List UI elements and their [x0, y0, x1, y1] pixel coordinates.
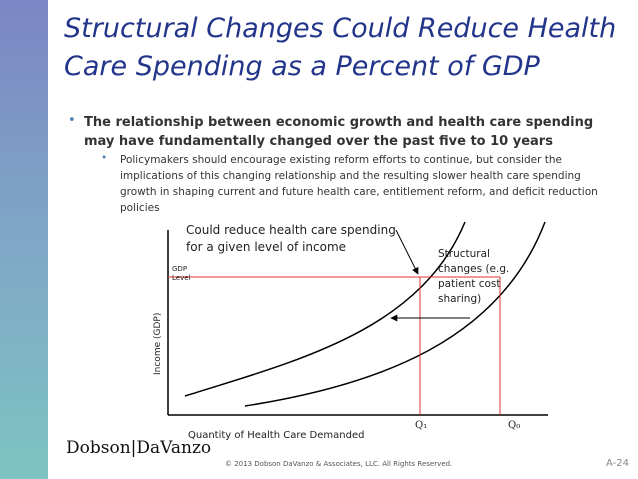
- q1-label: Q₁: [415, 420, 427, 431]
- page-number: A-24: [606, 458, 629, 469]
- bullet: The relationship between economic growth…: [84, 115, 594, 149]
- side-bar: [0, 0, 48, 479]
- annotation: Could reduce health care spending for a …: [186, 223, 396, 254]
- curve-old: [244, 221, 546, 407]
- sub-bullet: Policymakers should encourage existing r…: [120, 154, 598, 214]
- bullet-dot: •: [101, 152, 108, 164]
- bullet-dot: •: [68, 113, 76, 128]
- logo: Dobson|DaVanzo: [66, 438, 212, 458]
- structural-note: Structural changes (e.g. patient cost sh…: [438, 248, 510, 305]
- x-axis-label: Quantity of Health Care Demanded: [188, 430, 365, 441]
- slide-title: Structural Changes Could Reduce Health C…: [64, 13, 617, 82]
- copyright: © 2013 Dobson DaVanzo & Associates, LLC.…: [225, 460, 453, 468]
- arrow: [395, 229, 419, 275]
- q0-label: Q₀: [508, 420, 520, 431]
- gdp-level-label: GDP Level: [172, 265, 191, 282]
- y-axis-label: Income (GDP): [153, 313, 163, 375]
- curve-new: [184, 221, 466, 397]
